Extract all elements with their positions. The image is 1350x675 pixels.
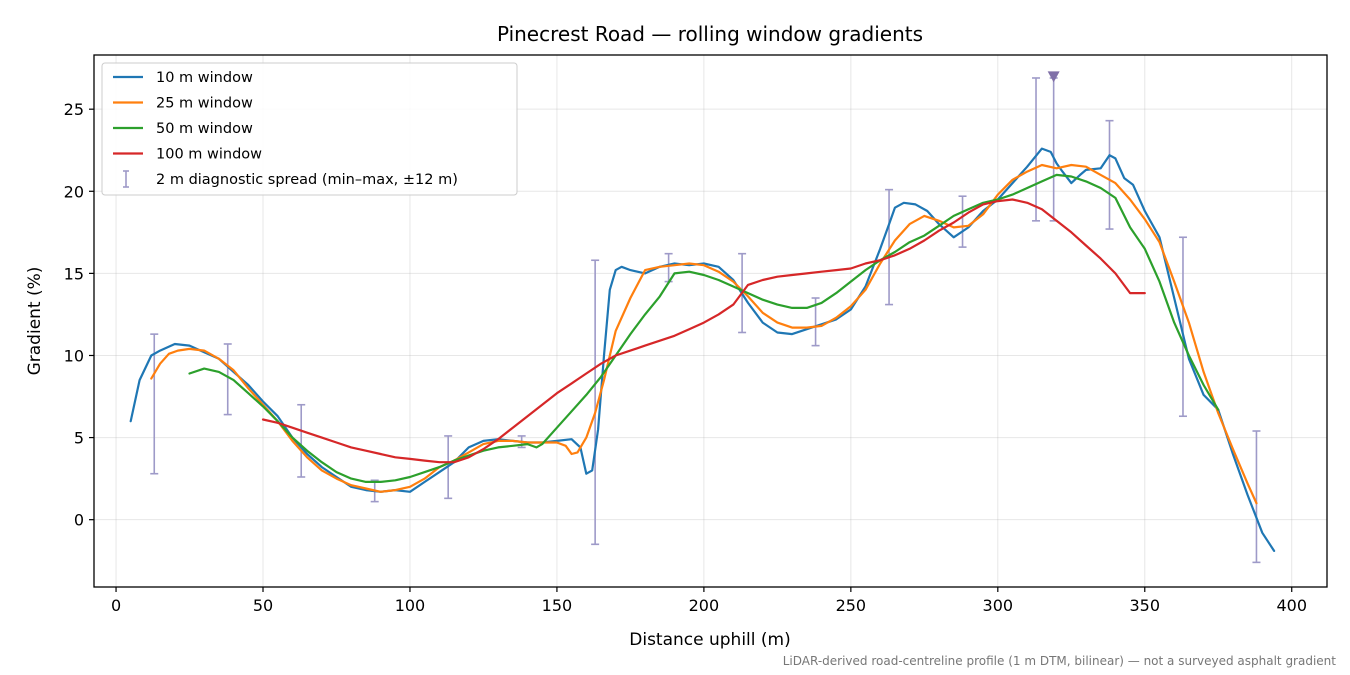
x-tick-label: 0 xyxy=(111,596,121,615)
error-bar xyxy=(591,259,600,546)
legend-entry: 100 m window xyxy=(113,147,262,163)
x-tick-label: 300 xyxy=(983,596,1014,615)
legend-label: 25 m window xyxy=(156,96,253,112)
legend-label: 2 m diagnostic spread (min–max, ±12 m) xyxy=(156,172,458,188)
footnote: LiDAR-derived road-centreline profile (1… xyxy=(783,654,1337,668)
series-line-100-m-window xyxy=(261,198,1146,464)
error-bar xyxy=(1178,236,1187,418)
legend-label: 10 m window xyxy=(156,70,253,86)
x-tick-label: 250 xyxy=(836,596,867,615)
y-tick-label: 15 xyxy=(64,264,84,283)
y-tick-label: 5 xyxy=(74,429,84,448)
x-axis-title: Distance uphill (m) xyxy=(629,630,790,650)
x-tick-label: 100 xyxy=(395,596,426,615)
x-tick-label: 50 xyxy=(253,596,273,615)
error-bar xyxy=(223,343,232,416)
legend-entry: 2 m diagnostic spread (min–max, ±12 m) xyxy=(123,170,458,188)
legend-label: 100 m window xyxy=(156,147,262,163)
y-tick-label: 25 xyxy=(64,100,84,119)
x-tick-label: 400 xyxy=(1276,596,1307,615)
legend-box xyxy=(101,62,518,196)
series-lines xyxy=(129,71,1276,553)
axis-ticks: 0 50 100 150 200 250 300 350 400 0 5 10 15 20 25 xyxy=(64,100,1307,615)
plot-frame xyxy=(93,54,1328,588)
legend-entry: 50 m window xyxy=(113,121,253,137)
error-bar xyxy=(958,195,967,248)
error-bar xyxy=(1032,77,1041,222)
error-bar xyxy=(1049,77,1058,222)
legend-label: 50 m window xyxy=(156,121,253,137)
error-bar xyxy=(297,403,306,478)
x-tick-label: 150 xyxy=(542,596,573,615)
clipped-marker xyxy=(1047,71,1060,83)
legend: 10 m window 25 m window 50 m window 100 m w… xyxy=(101,62,518,196)
error-bar xyxy=(1252,430,1261,564)
series-line-25-m-window xyxy=(150,163,1258,505)
series-line-10-m-window xyxy=(129,147,1276,553)
y-tick-label: 20 xyxy=(64,182,84,201)
error-bar xyxy=(885,188,894,306)
error-bar xyxy=(150,333,159,475)
legend-entry: 10 m window xyxy=(113,70,253,86)
y-tick-label: 0 xyxy=(74,511,84,530)
chart-title: Pinecrest Road — rolling window gradient… xyxy=(497,22,923,46)
error-bar xyxy=(1105,119,1114,230)
series-line-50-m-window xyxy=(188,173,1220,483)
legend-entry: 25 m window xyxy=(113,96,253,112)
y-tick-label: 10 xyxy=(64,346,84,365)
x-tick-label: 350 xyxy=(1129,596,1160,615)
y-axis-title: Gradient (%) xyxy=(25,267,45,376)
x-tick-label: 200 xyxy=(689,596,720,615)
